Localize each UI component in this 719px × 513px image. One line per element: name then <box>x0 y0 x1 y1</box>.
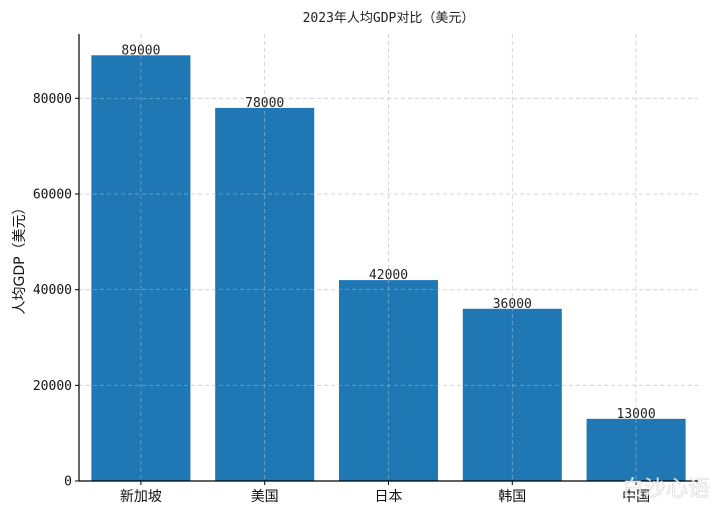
y-axis-label: 人均GDP（美元） <box>12 200 28 314</box>
y-tick-label: 20000 <box>33 379 72 394</box>
y-tick-label: 80000 <box>33 92 72 107</box>
grid-lines-overlay <box>79 34 698 481</box>
x-tick-label: 美国 <box>251 489 279 505</box>
value-label: 78000 <box>245 96 284 111</box>
x-tick-label: 韩国 <box>498 489 526 505</box>
y-tick-label: 40000 <box>33 283 72 298</box>
x-tick-label: 日本 <box>375 489 403 505</box>
tick-labels: 0 20000 40000 60000 80000 新加坡 美国 日本 韩国 中国 <box>33 92 650 505</box>
y-tick-label: 60000 <box>33 188 72 203</box>
x-tick-label: 新加坡 <box>120 489 162 505</box>
chart-title: 2023年人均GDP对比（美元） <box>303 11 475 26</box>
value-label: 13000 <box>617 407 656 422</box>
value-label: 89000 <box>121 43 160 58</box>
y-tick-label: 0 <box>64 475 72 490</box>
x-tick-label: 中国 <box>622 489 650 505</box>
watermark: 白沙心语 <box>622 477 710 502</box>
value-label: 42000 <box>369 268 408 283</box>
value-labels: 89000 78000 42000 36000 13000 <box>121 43 655 422</box>
value-label: 36000 <box>493 297 532 312</box>
